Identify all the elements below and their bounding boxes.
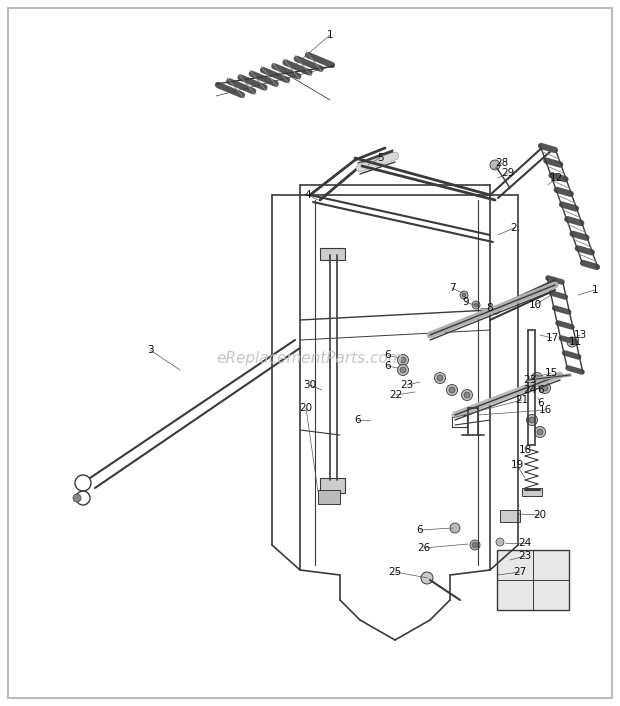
Circle shape [472,301,480,309]
Circle shape [531,373,542,383]
Text: 4: 4 [304,190,311,200]
Circle shape [474,303,478,307]
Circle shape [450,523,460,533]
Text: 8: 8 [487,303,494,313]
Text: 29: 29 [502,168,515,178]
Text: 25: 25 [388,567,402,577]
Text: eReplacementParts.com: eReplacementParts.com [216,350,404,366]
Circle shape [446,385,458,395]
Circle shape [461,390,472,400]
Text: 22: 22 [389,390,402,400]
Circle shape [73,494,81,502]
Text: 24: 24 [518,538,531,548]
Text: 21: 21 [515,395,529,405]
Circle shape [470,540,480,550]
Text: 20: 20 [299,403,312,413]
Text: 7: 7 [449,283,455,293]
Circle shape [490,160,500,170]
Circle shape [542,385,548,391]
Circle shape [472,542,478,548]
Text: 1: 1 [591,285,598,295]
Circle shape [437,375,443,381]
Text: 15: 15 [544,368,557,378]
Text: 6: 6 [417,525,423,535]
Circle shape [539,383,551,393]
Text: 30: 30 [303,380,317,390]
Text: 6: 6 [384,361,391,371]
Bar [320,248,345,260]
Circle shape [496,538,504,546]
Bar [500,510,520,522]
Circle shape [435,373,446,383]
Bar [452,415,467,427]
Text: 6: 6 [538,385,544,395]
Text: 9: 9 [463,297,469,307]
Circle shape [567,337,577,347]
Text: 23: 23 [518,551,531,561]
Text: 13: 13 [574,330,587,340]
Circle shape [534,375,540,381]
Text: 6: 6 [384,350,391,360]
Circle shape [397,354,409,366]
Text: 27: 27 [513,567,526,577]
Circle shape [400,357,406,363]
Circle shape [421,572,433,584]
Bar [318,490,340,504]
Circle shape [537,429,543,435]
Text: 11: 11 [569,337,582,347]
Circle shape [529,417,535,423]
Text: 16: 16 [538,405,552,415]
Text: 18: 18 [518,445,531,455]
Circle shape [464,392,470,398]
Circle shape [462,293,466,297]
Text: 3: 3 [147,345,153,355]
Text: 23: 23 [401,380,414,390]
Circle shape [492,306,500,314]
Circle shape [526,414,538,426]
Text: 19: 19 [510,460,524,470]
Text: 6: 6 [355,415,361,425]
Circle shape [460,291,468,299]
Text: 20: 20 [533,510,547,520]
Text: 17: 17 [546,333,559,343]
Text: 23: 23 [523,375,537,385]
Bar [497,550,569,610]
Bar [320,478,345,493]
Text: 6: 6 [538,398,544,408]
Text: 28: 28 [495,158,508,168]
Text: 5: 5 [377,153,383,163]
Text: 12: 12 [549,173,562,183]
Text: 1: 1 [327,30,334,40]
Circle shape [397,364,409,376]
Text: 10: 10 [528,300,541,310]
Circle shape [400,367,406,373]
Text: 24: 24 [523,385,537,395]
Bar [522,488,542,496]
Circle shape [494,308,498,312]
Circle shape [449,387,455,393]
Circle shape [534,426,546,438]
Text: 26: 26 [417,543,431,553]
Text: 2: 2 [511,223,517,233]
